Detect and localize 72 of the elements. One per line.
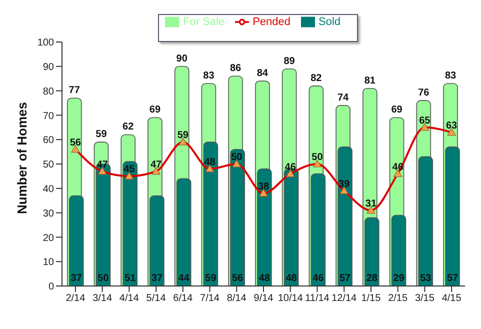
- x-tick-label: 2/15: [388, 293, 408, 304]
- x-tick-label: 8/14: [226, 293, 247, 304]
- y-tick-label: 60: [42, 135, 54, 146]
- y-tick-label: 30: [42, 208, 54, 220]
- data-label: 50: [312, 152, 324, 163]
- legend-label: For Sale: [183, 16, 225, 28]
- data-label: 62: [122, 122, 134, 133]
- x-tick-label: 12/14: [332, 293, 358, 304]
- x-tick-label: 5/14: [146, 293, 166, 304]
- data-label: 48: [286, 273, 298, 284]
- data-label: 50: [231, 152, 243, 163]
- data-label: 56: [70, 137, 82, 148]
- data-label: 83: [203, 70, 215, 82]
- y-tick-label: 70: [42, 110, 54, 122]
- data-label: 69: [149, 104, 161, 116]
- x-tick-label: 7/14: [200, 293, 220, 304]
- x-tick-label: 10/14: [278, 293, 304, 304]
- x-tick-label: 3/14: [92, 293, 112, 304]
- legend-label: Sold: [318, 16, 341, 28]
- data-label: 81: [364, 75, 376, 86]
- data-label: 76: [418, 88, 430, 99]
- data-label: 47: [150, 159, 162, 170]
- x-tick-label: 11/14: [305, 293, 330, 304]
- x-tick-label: 6/14: [173, 293, 194, 304]
- data-label: 48: [258, 273, 270, 284]
- data-label: 69: [391, 104, 403, 116]
- data-label: 82: [310, 72, 322, 84]
- data-label: 44: [178, 273, 190, 284]
- x-tick-label: 3/15: [414, 293, 435, 304]
- data-label: 57: [339, 273, 352, 284]
- data-label: 31: [365, 198, 377, 210]
- x-tick-label: 4/14: [119, 293, 140, 304]
- data-label: 37: [151, 273, 163, 284]
- data-label: 37: [70, 273, 82, 284]
- data-label: 59: [177, 130, 189, 142]
- data-label: 57: [446, 273, 459, 284]
- data-label: 89: [284, 56, 296, 67]
- data-label: 53: [420, 273, 432, 284]
- x-tick-label: 1/15: [361, 293, 382, 304]
- data-label: 51: [124, 273, 136, 284]
- y-tick-label: 20: [42, 232, 54, 244]
- data-label: 39: [338, 178, 350, 190]
- data-label: 59: [96, 129, 108, 140]
- data-label: 45: [124, 164, 136, 176]
- data-label: 56: [232, 273, 244, 284]
- data-label: 65: [419, 115, 431, 126]
- y-tick-label: 50: [42, 160, 54, 171]
- data-label: 46: [312, 273, 324, 284]
- x-tick-label: 2/14: [66, 293, 86, 304]
- data-label: 63: [446, 120, 458, 132]
- y-tick-label: 0: [48, 282, 54, 293]
- data-label: 59: [205, 273, 217, 284]
- legend-label: Pended: [252, 16, 291, 28]
- data-label: 48: [204, 156, 216, 168]
- data-label: 28: [366, 273, 378, 284]
- y-tick-label: 10: [42, 257, 54, 268]
- y-tick-label: 90: [42, 62, 54, 73]
- data-label: 50: [98, 273, 110, 284]
- data-label: 74: [337, 92, 350, 104]
- data-label: 90: [176, 53, 188, 64]
- y-tick-label: 40: [42, 184, 54, 195]
- y-tick-label: 100: [37, 38, 54, 49]
- data-label: 77: [68, 85, 80, 96]
- y-axis-title: Number of Homes: [14, 102, 30, 214]
- y-tick-label: 80: [42, 86, 54, 98]
- data-label: 86: [230, 63, 242, 74]
- data-label: 29: [393, 273, 405, 284]
- x-tick-label: 4/15: [442, 293, 462, 304]
- data-label: 38: [258, 181, 270, 192]
- data-label: 83: [444, 70, 457, 82]
- data-label: 84: [256, 68, 268, 80]
- x-tick-label: 9/14: [254, 293, 274, 304]
